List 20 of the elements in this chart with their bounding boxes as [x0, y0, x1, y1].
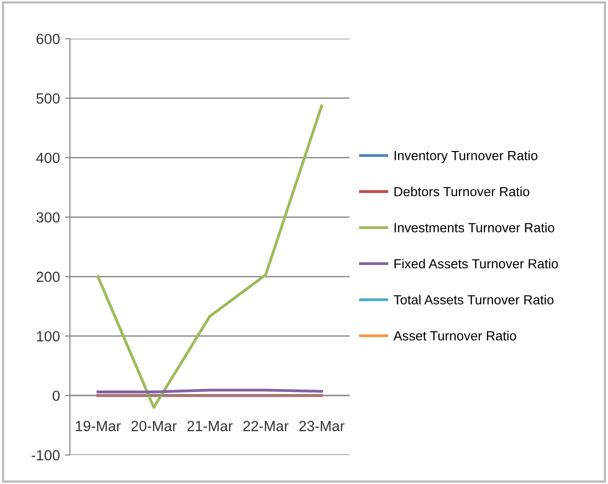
y-tick-label: 500: [36, 93, 60, 104]
y-tick-label: 100: [36, 331, 60, 342]
x-tick-label: 20-Mar: [131, 420, 177, 432]
legend-label: Debtors Turnover Ratio: [394, 186, 530, 196]
x-tick-label: 22-Mar: [243, 420, 289, 432]
legend-label: Asset Turnover Ratio: [393, 330, 516, 341]
y-tick-label: 600: [36, 34, 60, 44]
y-tick-label: 200: [36, 272, 60, 282]
y-tick-label: 0: [52, 390, 60, 401]
line-series: [96, 104, 324, 409]
legend-label: Fixed Assets Turnover Ratio: [394, 258, 558, 268]
x-tick-label: 21-Mar: [187, 420, 233, 432]
y-tick-label: -100: [32, 450, 60, 460]
y-tick-label: 300: [36, 212, 60, 223]
y-tick-label: 400: [36, 152, 60, 164]
legend-label: Total Assets Turnover Ratio: [394, 294, 554, 304]
x-tick-label: 19-Mar: [76, 420, 121, 432]
legend-label: Inventory Turnover Ratio: [394, 150, 538, 163]
legend-label: Investments Turnover Ratio: [394, 222, 554, 232]
x-tick-label: 23-Mar: [299, 420, 344, 432]
